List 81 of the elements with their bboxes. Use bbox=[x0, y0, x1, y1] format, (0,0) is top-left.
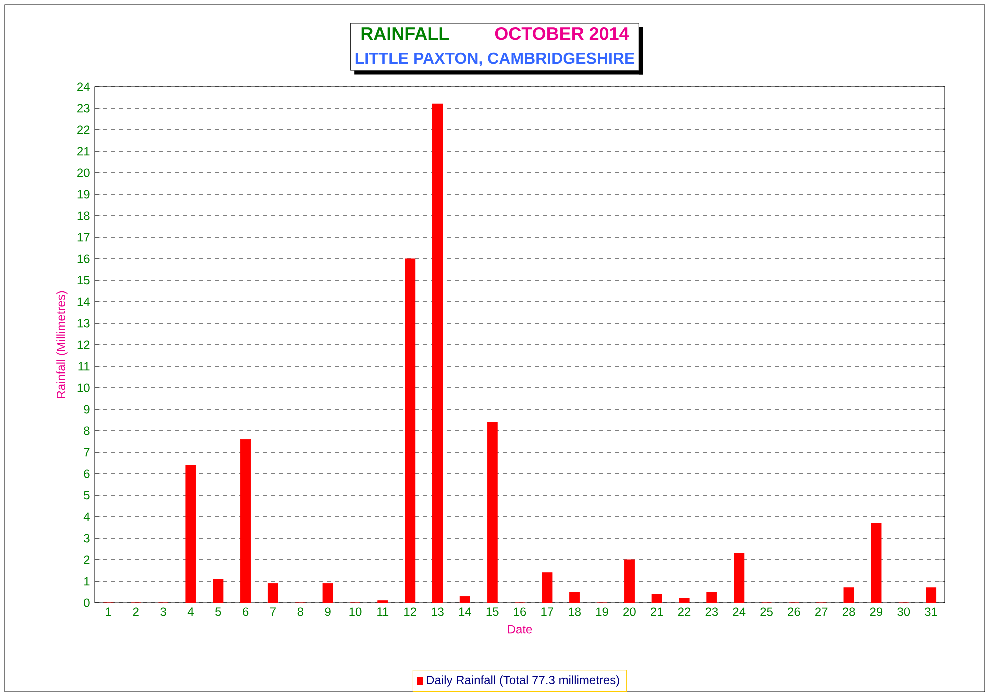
y-tick-label: 19 bbox=[78, 190, 90, 199]
x-tick-label: 20 bbox=[624, 608, 636, 616]
y-tick-label: 22 bbox=[78, 126, 90, 134]
x-tick-label: 18 bbox=[569, 608, 581, 616]
bar bbox=[213, 579, 224, 603]
y-tick-label: 8 bbox=[84, 426, 90, 436]
x-tick-label: 12 bbox=[404, 608, 416, 616]
x-tick-label: 11 bbox=[378, 608, 389, 616]
x-tick-label: 28 bbox=[842, 608, 856, 616]
bar bbox=[542, 572, 553, 603]
y-tick-label: 2 bbox=[84, 556, 90, 564]
x-tick-label: 13 bbox=[432, 608, 444, 616]
x-tick-label: 23 bbox=[706, 608, 718, 616]
y-tick-label: 4 bbox=[84, 512, 90, 522]
bar bbox=[570, 592, 580, 603]
x-tick-label: 25 bbox=[760, 608, 773, 616]
y-tick-label: 1 bbox=[84, 577, 90, 586]
bar bbox=[926, 588, 937, 603]
y-tick-label: 6 bbox=[84, 470, 90, 478]
y-tick-label: 0 bbox=[84, 598, 90, 608]
bar bbox=[268, 583, 278, 603]
x-tick-label: 3 bbox=[160, 608, 166, 616]
x-tick-label: 31 bbox=[925, 608, 938, 616]
bar bbox=[734, 553, 745, 603]
y-tick-label: 17 bbox=[78, 233, 90, 242]
chart-subtitle: OCTOBER 2014 bbox=[495, 27, 630, 40]
bar bbox=[460, 596, 470, 603]
bar bbox=[871, 523, 882, 603]
x-tick-label: 17 bbox=[542, 608, 554, 616]
x-tick-label: 14 bbox=[459, 608, 472, 616]
bar bbox=[487, 422, 498, 603]
x-tick-label: 5 bbox=[216, 608, 222, 616]
y-tick-label: 24 bbox=[78, 82, 90, 92]
y-tick-label: 12 bbox=[78, 340, 90, 350]
bar bbox=[624, 560, 635, 603]
y-tick-label: 11 bbox=[78, 362, 90, 371]
y-tick-label: 7 bbox=[84, 448, 90, 457]
y-tick-label: 9 bbox=[84, 405, 90, 414]
x-tick-label: 15 bbox=[486, 608, 499, 616]
x-tick-label: 24 bbox=[733, 608, 746, 616]
x-tick-label: 19 bbox=[596, 608, 608, 616]
x-tick-label: 9 bbox=[325, 608, 331, 616]
chart-title: RAINFALL bbox=[362, 28, 450, 40]
bar bbox=[405, 258, 416, 603]
x-tick-label: 7 bbox=[270, 608, 276, 616]
y-axis-title: Rainfall (Millimetres) bbox=[56, 291, 68, 398]
x-tick-label: 21 bbox=[651, 608, 664, 616]
y-tick-label: 3 bbox=[84, 534, 90, 543]
bar bbox=[322, 583, 334, 603]
text: LITTLE PAXTON, CAMBRIDGESHIRE bbox=[356, 52, 635, 66]
x-tick-label: 22 bbox=[678, 608, 691, 616]
x-tick-label: 26 bbox=[788, 608, 800, 616]
x-tick-label: 16 bbox=[514, 608, 526, 616]
bar bbox=[652, 594, 662, 603]
y-tick-label: 18 bbox=[78, 212, 90, 220]
y-tick-label: 13 bbox=[78, 319, 90, 328]
y-tick-label: 14 bbox=[78, 298, 90, 306]
y-tick-label: 23 bbox=[78, 104, 90, 113]
x-tick-label: 6 bbox=[243, 608, 249, 616]
x-tick-label: 30 bbox=[898, 608, 910, 616]
x-axis-title: Date bbox=[508, 625, 532, 634]
x-tick-label: 2 bbox=[133, 608, 139, 616]
y-tick-label: 20 bbox=[78, 168, 90, 178]
bar bbox=[240, 439, 252, 603]
legend-label: Daily Rainfall (Total 77.3 millimetres) bbox=[427, 676, 620, 687]
y-tick-label: 15 bbox=[78, 276, 90, 285]
bar bbox=[186, 465, 196, 603]
y-tick-label: 10 bbox=[78, 384, 90, 392]
y-tick-label: 21 bbox=[78, 147, 90, 156]
x-tick-label: 10 bbox=[350, 608, 362, 616]
x-tick-label: 1 bbox=[106, 608, 112, 616]
bar bbox=[706, 592, 718, 603]
x-tick-label: 27 bbox=[816, 608, 828, 616]
bar bbox=[679, 598, 690, 603]
x-tick-label: 29 bbox=[870, 608, 883, 616]
bar bbox=[844, 588, 854, 603]
x-tick-label: 4 bbox=[188, 608, 194, 616]
y-tick-label: 5 bbox=[84, 491, 90, 500]
x-tick-label: 8 bbox=[298, 608, 304, 616]
bar bbox=[432, 104, 444, 603]
y-tick-label: 16 bbox=[78, 254, 90, 264]
